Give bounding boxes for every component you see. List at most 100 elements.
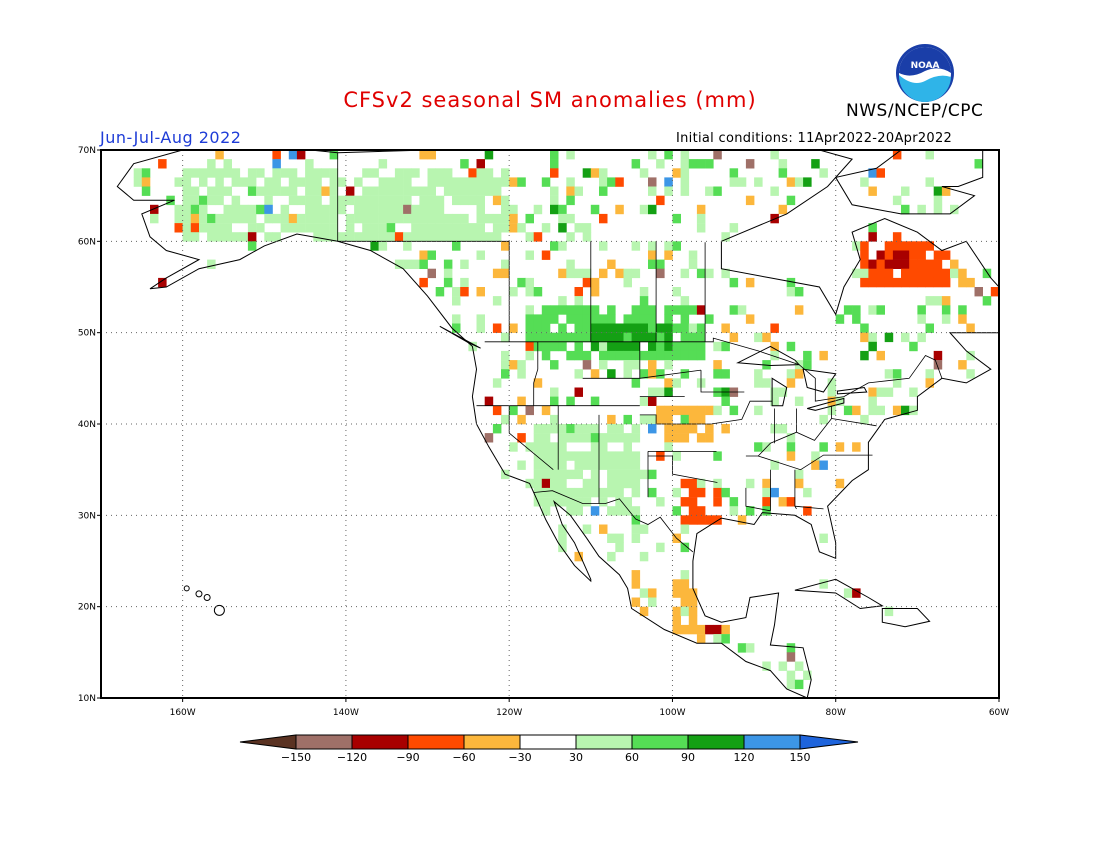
anomaly-cell [721,396,730,406]
anomaly-cell [884,259,894,269]
anomaly-cell [362,213,371,224]
anomaly-cell [541,442,551,452]
anomaly-cell [541,405,551,416]
anomaly-cell [182,213,192,224]
anomaly-cell [868,387,877,397]
anomaly-cell [688,341,698,352]
anomaly-cell [590,168,600,178]
anomaly-cell [794,369,804,379]
anomaly-cell [590,506,600,516]
anomaly-cell [876,387,885,397]
anomaly-cell [672,213,681,224]
anomaly-cell [852,442,861,452]
anomaly-cell [394,186,404,196]
anomaly-cell [582,305,592,315]
anomaly-cell [631,378,641,388]
anomaly-cell [533,332,543,343]
anomaly-cell [909,259,918,269]
anomaly-cell [631,506,641,516]
anomaly-cell [639,414,649,425]
anomaly-cell [925,296,934,306]
anomaly-cell [860,177,869,187]
anomaly-cell [256,168,265,178]
lat-tick-label: 60N [78,237,96,247]
anomaly-cell [566,186,575,196]
anomaly-cell [933,360,943,370]
anomaly-cell [141,186,151,196]
anomaly-cell [901,186,910,196]
anomaly-cell [786,378,796,388]
anomaly-cell [615,323,624,333]
anomaly-cell [476,195,485,206]
anomaly-cell [648,323,657,333]
anomaly-cell [541,469,551,480]
anomaly-cell [631,360,641,370]
anomaly-cell [574,223,583,233]
anomaly-cell [696,515,706,525]
anomaly-cell [868,259,877,269]
anomaly-cell [590,469,600,480]
anomaly-cell [590,314,600,324]
anomaly-cell [713,369,722,379]
anomaly-cell [460,277,469,288]
anomaly-cell [631,305,641,315]
anomaly-cell [541,487,551,498]
anomaly-cell [509,204,518,215]
anomaly-cell [452,314,461,324]
anomaly-cell [819,533,828,543]
anomaly-cell [876,250,885,260]
anomaly-cell [672,378,681,388]
anomaly-cell [427,232,436,242]
anomaly-cell [247,168,257,178]
anomaly-cell [639,323,649,333]
anomaly-cell [958,277,967,288]
anomaly-cell [680,524,690,534]
anomaly-cell [631,533,641,543]
anomaly-cell [876,168,885,178]
anomaly-cell [729,177,739,187]
anomaly-cell [476,287,485,297]
anomaly-cell [329,168,339,178]
anomaly-cell [329,213,339,224]
anomaly-cell [729,497,739,507]
anomaly-cell [607,533,616,543]
anomaly-cell [296,177,306,187]
lat-tick-label: 70N [78,146,96,156]
anomaly-cell [705,515,714,525]
anomaly-cell [239,177,249,187]
anomaly-cell [574,387,583,397]
anomaly-cell [648,597,657,607]
anomaly-cell [648,424,657,434]
anomaly-cell [247,204,257,215]
anomaly-cell [215,150,224,160]
anomaly-cell [778,387,788,397]
anomaly-cell [868,168,877,178]
anomaly-cell [337,195,347,206]
anomaly-cell [386,223,396,233]
anomaly-cell [566,259,575,269]
anomaly-cell [288,177,298,187]
anomaly-cell [215,232,224,242]
anomaly-cell [492,323,502,333]
anomaly-cell [517,277,526,288]
anomaly-cell [607,259,616,269]
anomaly-cell [648,305,657,315]
anomaly-cell [566,150,575,160]
coastline [881,608,931,628]
anomaly-cell [272,168,281,178]
anomaly-cell [525,277,534,288]
anomaly-cell [288,186,298,196]
anomaly-cell [313,195,322,206]
colorbar-label: −150 [281,751,311,764]
anomaly-cell [737,643,747,653]
anomaly-cell [901,204,910,215]
anomaly-cell [296,213,306,224]
anomaly-cell [631,159,641,169]
anomaly-cell [574,341,583,352]
colorbar-segment [295,734,353,750]
anomaly-cell [925,150,934,160]
anomaly-cell [631,469,641,480]
anomaly-cell [811,460,820,470]
colorbar-segment [407,734,465,750]
anomaly-cell [223,159,232,169]
